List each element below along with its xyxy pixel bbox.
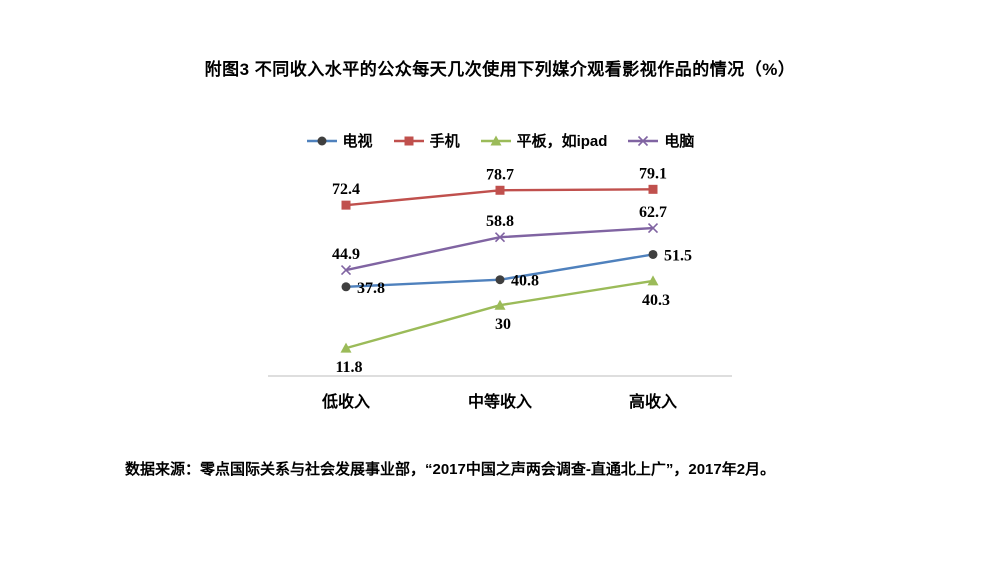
square-marker-icon xyxy=(404,136,414,145)
circle-marker-icon xyxy=(317,136,327,145)
triangle-marker-icon xyxy=(490,135,502,145)
x-axis-label: 高收入 xyxy=(629,392,677,411)
x-marker-icon xyxy=(647,222,659,234)
legend: 电视 手机 平板，如ipad 电脑 xyxy=(230,130,770,151)
chart-title: 附图3 不同收入水平的公众每天几次使用下列媒介观看影视作品的情况（%） xyxy=(204,60,796,79)
legend-item-mobile: 手机 xyxy=(393,130,460,151)
data-label: 72.4 xyxy=(332,181,360,198)
x-axis-label: 低收入 xyxy=(321,392,370,411)
data-label: 40.3 xyxy=(642,292,670,309)
source-note: 数据来源：零点国际关系与社会发展事业部，“2017中国之声两会调查-直通北上广”… xyxy=(125,461,776,478)
data-label: 51.5 xyxy=(664,247,692,264)
data-label: 62.7 xyxy=(639,204,667,221)
x-marker-icon xyxy=(340,264,352,276)
data-label: 40.8 xyxy=(511,273,539,290)
circle-marker-icon xyxy=(341,282,351,292)
triangle-marker-icon xyxy=(340,342,352,353)
x-marker-icon xyxy=(638,135,649,146)
series-line xyxy=(345,279,654,350)
series-0: 37.8 40.8 51.5 xyxy=(341,247,692,297)
square-marker-icon xyxy=(495,185,505,195)
legend-item-tv: 电视 xyxy=(306,130,373,151)
data-label: 79.1 xyxy=(639,165,667,182)
data-label: 44.9 xyxy=(332,246,360,263)
series-2: 11.8 30 40.3 xyxy=(335,275,670,376)
legend-item-tablet: 平板，如ipad xyxy=(480,130,608,151)
series-1: 72.4 78.7 79.1 xyxy=(332,165,667,210)
series-3: 44.9 58.8 62.7 xyxy=(332,204,667,276)
legend-label-tablet: 平板，如ipad xyxy=(516,133,608,150)
mobile-line-marker-icon xyxy=(393,136,424,145)
data-label: 37.8 xyxy=(357,280,385,297)
triangle-marker-icon xyxy=(647,275,659,286)
circle-marker-icon xyxy=(648,249,658,259)
square-marker-icon xyxy=(341,200,351,210)
circle-marker-icon xyxy=(495,275,505,285)
computer-line-marker-icon xyxy=(628,135,659,146)
data-label: 58.8 xyxy=(486,213,514,230)
data-label: 78.7 xyxy=(486,166,514,183)
tv-line-marker-icon xyxy=(306,136,337,145)
legend-label-computer: 电脑 xyxy=(664,133,695,150)
x-axis-label: 中等收入 xyxy=(468,392,532,411)
x-marker-icon xyxy=(494,232,506,243)
tablet-line-marker-icon xyxy=(480,135,511,145)
triangle-marker-icon xyxy=(494,299,506,310)
line-chart-canvas: 低收入 中等收入 高收入 37.8 40.8 51.5 72.4 78.7 79.1 11.8 30… xyxy=(268,165,732,411)
data-label: 30 xyxy=(495,316,511,333)
data-label: 11.8 xyxy=(335,359,362,376)
square-marker-icon xyxy=(648,184,658,194)
series-line xyxy=(345,226,654,272)
legend-item-computer: 电脑 xyxy=(627,130,694,151)
legend-label-tv: 电视 xyxy=(342,133,373,150)
legend-label-mobile: 手机 xyxy=(429,133,460,150)
